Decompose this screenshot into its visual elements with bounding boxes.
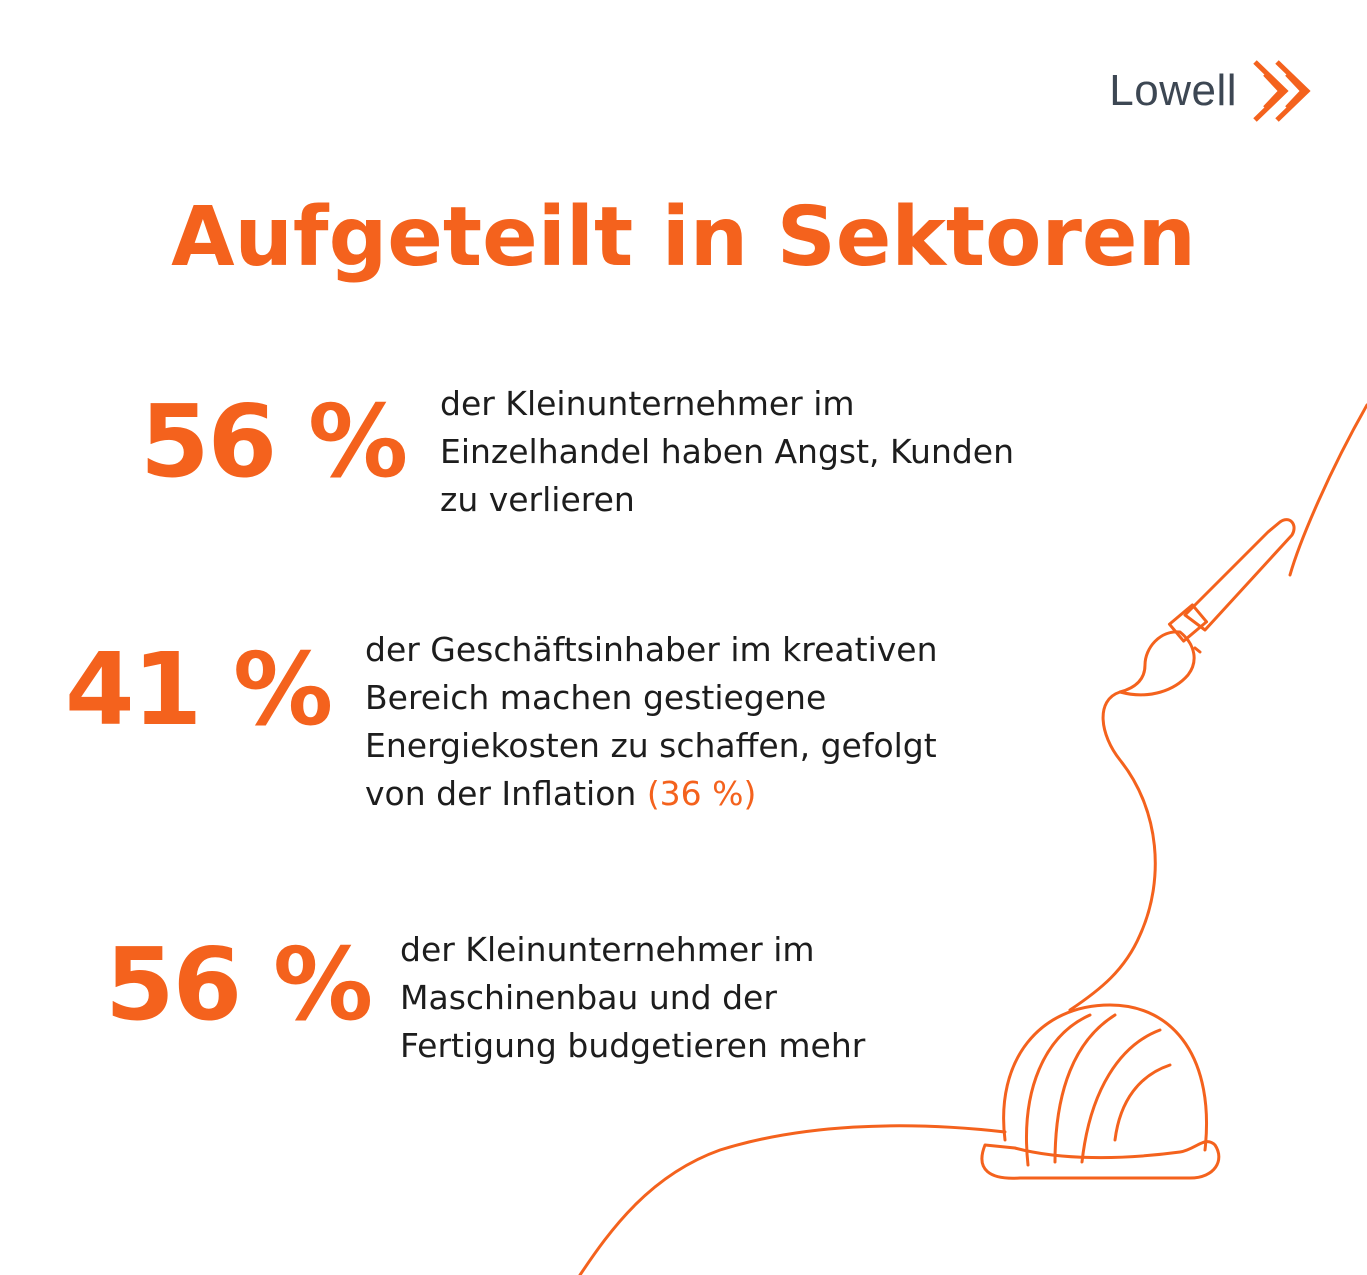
stat-line: der Kleinunternehmer im — [400, 930, 815, 969]
stat-description: der Kleinunternehmer im Einzelhandel hab… — [440, 380, 1160, 524]
stat-line: Energiekosten zu schaffen, gefolgt — [365, 726, 937, 765]
stat-description: der Geschäftsinhaber im kreativen Bereic… — [365, 626, 1085, 818]
double-chevron-right-icon — [1253, 60, 1311, 122]
ground-line — [578, 1124, 1007, 1275]
stat-line: von der Inflation (36 %) — [365, 770, 1085, 818]
stat-line-text: von der Inflation — [365, 774, 637, 813]
stat-line: zu verlieren — [440, 480, 635, 519]
stat-highlight: (36 %) — [646, 774, 757, 813]
stat-value: 41 % — [65, 631, 333, 748]
stat-line: der Kleinunternehmer im — [440, 384, 855, 423]
cord-line — [1288, 403, 1367, 577]
stat-line: Maschinenbau und der — [400, 978, 777, 1017]
stat-line: Bereich machen gestiegene — [365, 678, 827, 717]
stat-line: der Geschäftsinhaber im kreativen — [365, 630, 938, 669]
logo-text: Lowell — [1109, 66, 1237, 115]
stat-line: Einzelhandel haben Angst, Kunden — [440, 432, 1015, 471]
stat-value: 56 % — [140, 383, 408, 500]
stat-description: der Kleinunternehmer im Maschinenbau und… — [400, 926, 1000, 1070]
logo: Lowell — [1109, 58, 1317, 124]
stat-line: Fertigung budgetieren mehr — [400, 1026, 866, 1065]
cord-line-2 — [1068, 690, 1157, 1012]
stat-value: 56 % — [105, 926, 373, 1043]
paintbrush-icon — [1118, 518, 1296, 697]
hard-hat-icon — [980, 1003, 1221, 1180]
page-title: Aufgeteilt in Sektoren — [171, 190, 1196, 285]
